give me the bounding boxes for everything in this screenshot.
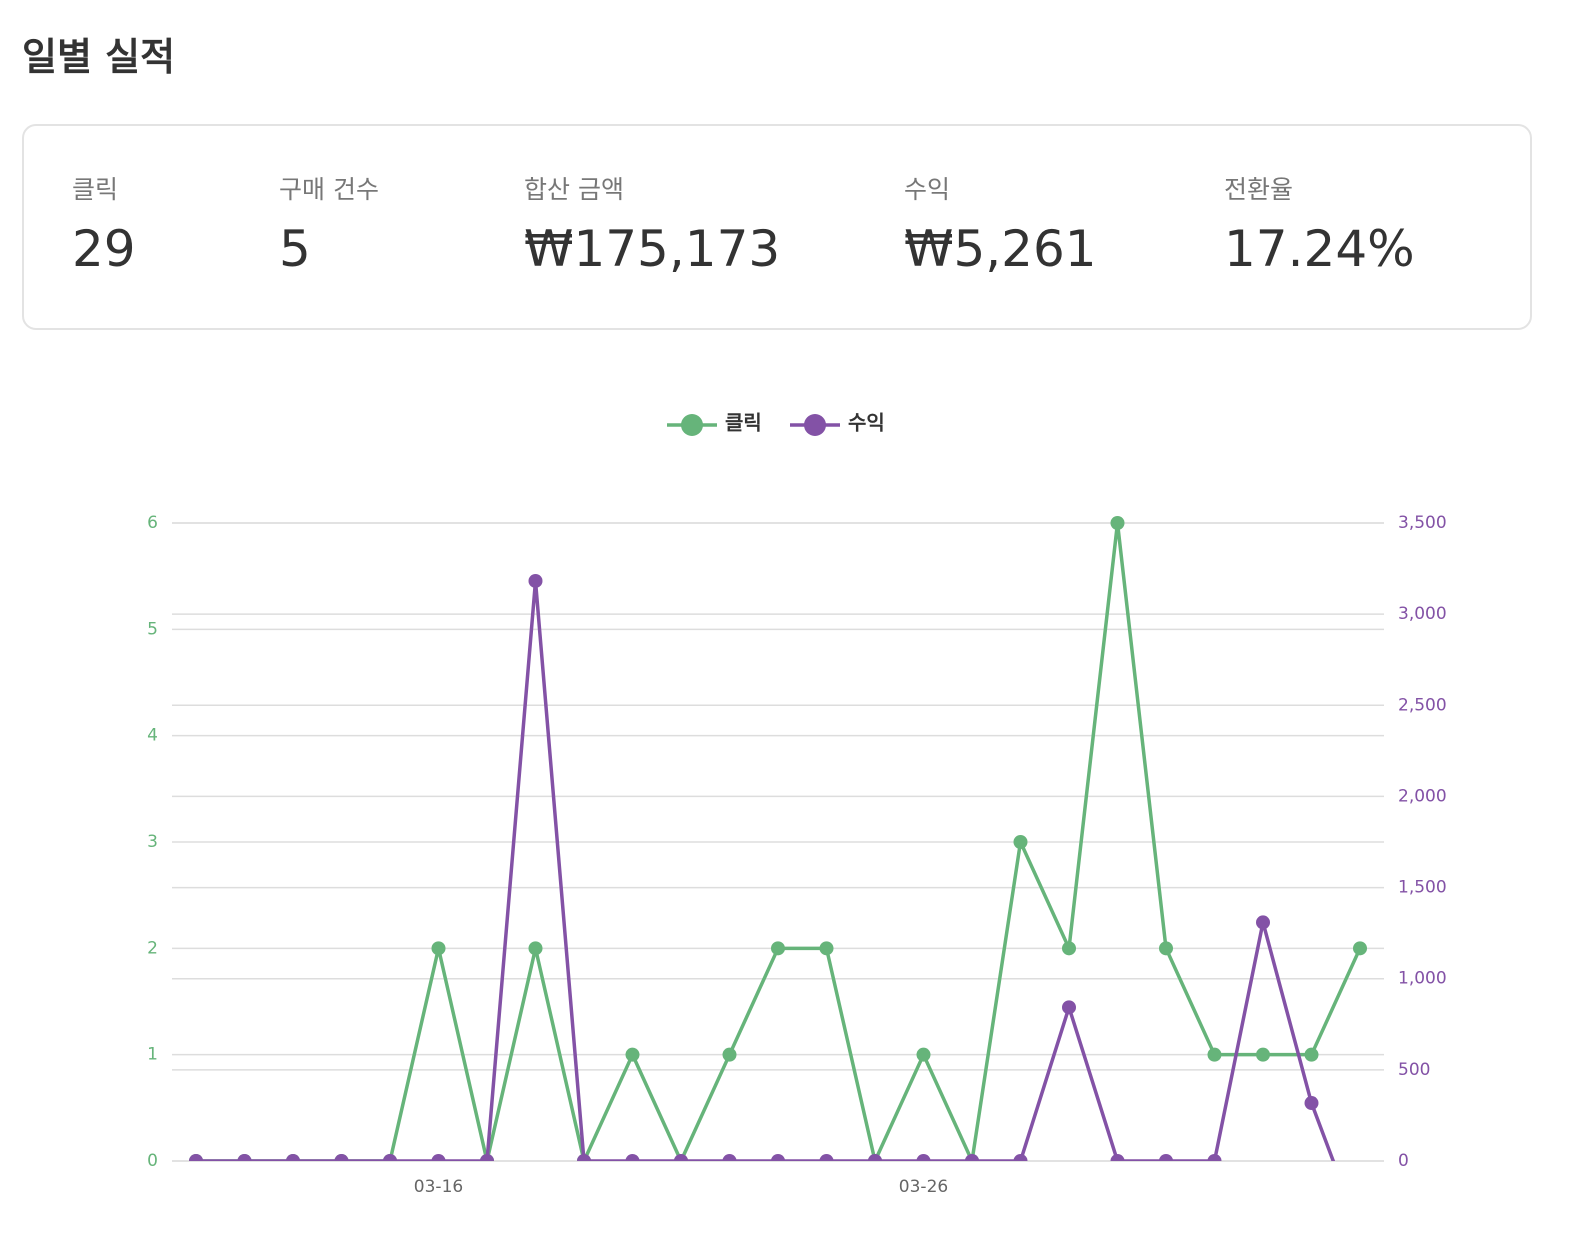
stat-label: 구매 건수: [279, 175, 379, 204]
y2-tick-label: 3,000: [1398, 604, 1447, 624]
y-tick-label: 3: [147, 832, 158, 852]
y2-tick-label: 2,500: [1398, 695, 1447, 715]
legend-label: 수익: [848, 411, 885, 435]
stat-value: ₩175,173: [524, 220, 781, 278]
y-tick-label: 5: [147, 619, 158, 639]
point: [1159, 941, 1173, 956]
y2-tick-label: 500: [1398, 1060, 1430, 1080]
legend-dot: [804, 414, 826, 436]
point: [771, 941, 785, 956]
point: [625, 1047, 640, 1062]
legend-label: 클릭: [725, 411, 762, 435]
point: [625, 1154, 640, 1161]
point: [722, 1154, 737, 1161]
point: [771, 1154, 785, 1161]
point: [528, 573, 543, 588]
chart: 0 1 2 3 4 5 6 0 500 1,000 1,500 2,000 2,500 3,000 3,50…: [147, 411, 1447, 1230]
point: [819, 1154, 834, 1161]
stat: 전환율 17.24%: [1224, 170, 1415, 278]
legend-dot: [681, 414, 703, 436]
point: [577, 1154, 591, 1161]
point: [1304, 1047, 1319, 1062]
y2-tick-label: 1,000: [1398, 969, 1447, 989]
point: [431, 941, 446, 956]
point: [965, 1154, 979, 1161]
point: [1353, 1225, 1367, 1230]
y-tick-label: 2: [147, 938, 158, 958]
point: [1304, 1096, 1319, 1111]
point: [334, 1154, 349, 1161]
page-title: 일별 실적: [22, 35, 176, 79]
point: [431, 1154, 446, 1161]
point: [1110, 516, 1125, 530]
point: [868, 1154, 882, 1161]
stat-label: 합산 금액: [524, 175, 624, 204]
point: [1013, 1154, 1028, 1161]
series: [189, 573, 1367, 1230]
point: [916, 1047, 931, 1062]
stat-value: ₩5,261: [904, 220, 1097, 278]
stat-value: 5: [279, 220, 311, 278]
stat: 수익 ₩5,261: [904, 170, 1097, 278]
stat-label: 수익: [904, 175, 951, 204]
stat-label: 클릭: [72, 175, 119, 204]
point: [1256, 1047, 1270, 1062]
point: [1110, 1154, 1125, 1161]
y2-tick-label: 1,500: [1398, 878, 1447, 898]
stat-value: 17.24%: [1224, 220, 1415, 278]
y-tick-label: 4: [147, 726, 158, 746]
point: [819, 941, 834, 956]
stat: 클릭 29: [72, 170, 136, 278]
y-tick-label: 1: [147, 1045, 158, 1065]
y-tick-label: 6: [147, 513, 158, 533]
summary-card: 클릭 29 구매 건수 5 합산 금액 ₩175,173 수익 ₩5,261 전환율 17.24%: [22, 124, 1532, 330]
point: [722, 1047, 737, 1062]
stat: 합산 금액 ₩175,173: [524, 170, 780, 278]
point: [1062, 1000, 1076, 1015]
stat-label: 전환율: [1224, 175, 1294, 204]
point: [1159, 1154, 1173, 1161]
y-tick-label: 0: [147, 1151, 158, 1171]
x-tick-label: 03-26: [899, 1177, 948, 1197]
point: [916, 1154, 931, 1161]
series-line: [196, 580, 1336, 1161]
point: [1013, 835, 1028, 849]
point: [237, 1154, 252, 1161]
point: [1207, 1047, 1222, 1062]
stat-value: 29: [72, 220, 136, 278]
y2-tick-label: 0: [1398, 1151, 1409, 1171]
point: [528, 941, 543, 956]
stat: 구매 건수 5: [279, 170, 379, 278]
point: [383, 1154, 397, 1161]
point: [1062, 941, 1076, 956]
point: [1353, 941, 1367, 956]
point: [1207, 1154, 1222, 1161]
x-tick-label: 03-16: [414, 1177, 463, 1197]
point: [286, 1154, 300, 1161]
point: [674, 1154, 688, 1161]
y2-tick-label: 2,000: [1398, 786, 1447, 806]
point: [1256, 915, 1270, 930]
point: [480, 1154, 494, 1161]
point: [189, 1154, 203, 1161]
y2-tick-label: 3,500: [1398, 513, 1447, 533]
